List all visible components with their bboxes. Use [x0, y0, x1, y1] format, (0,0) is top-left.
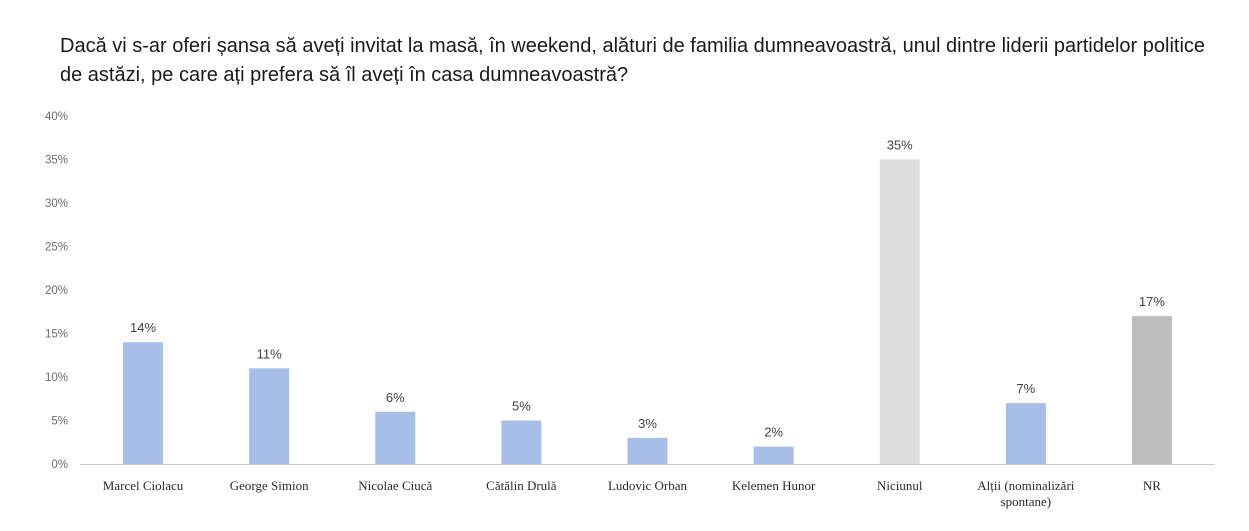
bar [627, 437, 668, 464]
x-tick-label-line: Niciunul [877, 478, 923, 493]
x-tick-label-line: Alții (nominalizări [977, 478, 1075, 493]
y-axis: 0% 5% 10% 15% 20% 25% 30% 35% 40% [45, 111, 68, 471]
x-tick-label: Nicolae Ciucă [358, 478, 432, 493]
chart-title: Dacă vi s-ar oferi șansa să aveți invita… [60, 35, 1206, 86]
x-tick-label: Marcel Ciolacu [103, 478, 184, 493]
x-tick-label-line: Cătălin Drulă [486, 478, 557, 493]
y-tick-label: 5% [51, 416, 68, 428]
x-tick-label: Ludovic Orban [608, 478, 688, 493]
data-label: 14% [130, 320, 156, 335]
data-label: 6% [386, 390, 405, 405]
y-tick-label: 30% [45, 198, 68, 210]
data-label: 5% [512, 399, 531, 414]
y-tick-label: 0% [51, 459, 68, 471]
bar [1005, 403, 1046, 464]
x-tick-label-line: Nicolae Ciucă [358, 478, 432, 493]
y-tick-label: 10% [45, 372, 68, 384]
data-label: 3% [638, 416, 657, 431]
y-tick-label: 40% [45, 111, 68, 123]
y-tick-label: 35% [45, 155, 68, 167]
x-tick-label: Niciunul [877, 478, 923, 493]
bar [753, 446, 794, 464]
y-tick-label: 20% [45, 285, 68, 297]
data-label: 17% [1139, 294, 1165, 309]
x-tick-label: Cătălin Drulă [486, 478, 557, 493]
x-tick-label-line: Kelemen Hunor [732, 478, 816, 493]
x-tick-label: George Simion [230, 478, 309, 493]
data-label: 35% [887, 138, 913, 153]
x-tick-label-line: George Simion [230, 478, 309, 493]
bar [249, 368, 290, 464]
data-label: 2% [764, 425, 783, 440]
bar [123, 342, 164, 464]
data-label: 7% [1016, 381, 1035, 396]
data-label: 11% [257, 346, 282, 361]
bar [501, 420, 542, 464]
x-tick-label-line: spontane) [1001, 494, 1052, 509]
bars: 14% 11% 6% 5% 3% 2% 35% 7% 17% [123, 138, 1172, 464]
x-tick-label-line: Marcel Ciolacu [103, 478, 184, 493]
x-tick-label: Alții (nominalizări spontane) [977, 478, 1075, 509]
bar [879, 159, 920, 464]
x-tick-label-line: Ludovic Orban [608, 478, 688, 493]
x-axis: Marcel Ciolacu George Simion Nicolae Ciucă… [103, 478, 1161, 509]
x-tick-label: Kelemen Hunor [732, 478, 816, 493]
y-tick-label: 15% [45, 329, 68, 341]
bar [1131, 316, 1172, 464]
y-tick-label: 25% [45, 242, 68, 254]
x-tick-label: NR [1143, 478, 1161, 493]
bar [375, 411, 416, 464]
x-tick-label-line: NR [1143, 478, 1161, 493]
